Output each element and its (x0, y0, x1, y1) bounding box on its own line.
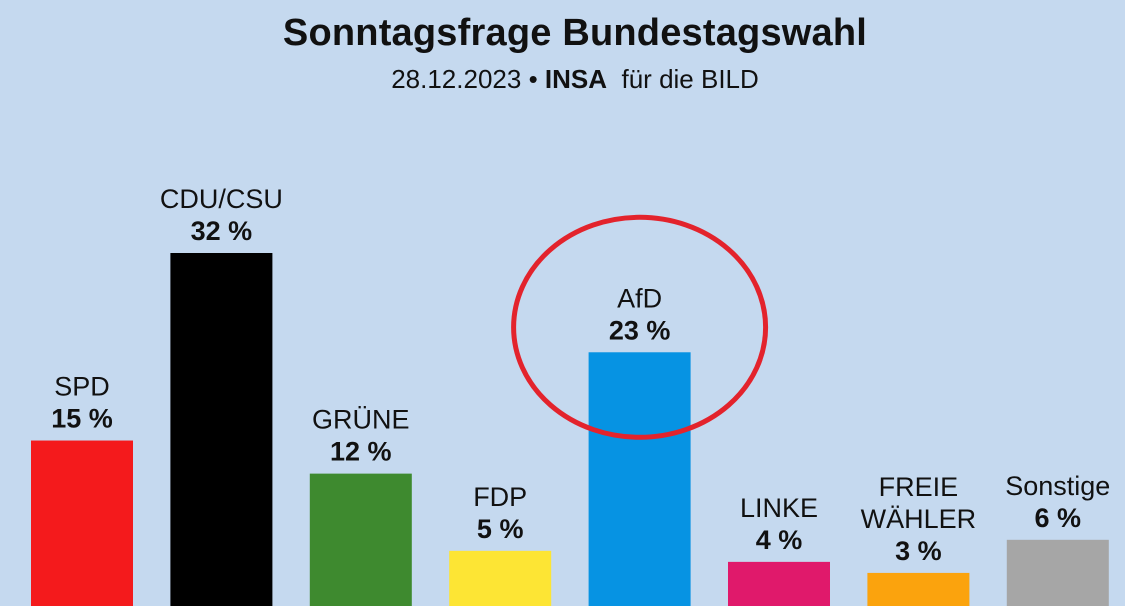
value-label-gr-ne: 12 % (330, 437, 392, 467)
subtitle-client: für die BILD (621, 64, 759, 94)
bar-linke (728, 561, 830, 606)
party-label-cdu-csu: CDU/CSU (160, 184, 283, 214)
party-label-sonstige: Sonstige (1005, 471, 1110, 501)
value-label-linke: 4 % (756, 525, 803, 555)
bar-spd (31, 440, 133, 606)
party-label-freie-w-hler-2: WÄHLER (861, 504, 977, 534)
chart-subtitle: 28.12.2023 • INSA für die BILD (0, 64, 1125, 95)
party-label-fdp: FDP (473, 482, 527, 512)
value-label-cdu-csu: 32 % (191, 216, 253, 246)
subtitle-institute: INSA (544, 64, 608, 94)
party-label-linke: LINKE (740, 493, 818, 523)
value-label-afd: 23 % (609, 315, 671, 345)
party-label-spd: SPD (54, 372, 110, 402)
bar-freie-w-hler (867, 572, 970, 606)
bar-sonstige (1006, 539, 1109, 606)
party-label-afd: AfD (617, 283, 662, 313)
bar-afd (588, 352, 691, 606)
value-label-sonstige: 6 % (1035, 503, 1082, 533)
party-label-gr-ne: GRÜNE (312, 405, 410, 435)
chart-title: Sonntagsfrage Bundestagswahl (282, 12, 868, 54)
value-label-spd: 15 % (51, 404, 113, 434)
value-label-fdp: 5 % (477, 514, 524, 544)
bar-cdu-csu (170, 253, 273, 606)
value-label-freie-w-hler: 3 % (895, 536, 942, 566)
subtitle-separator: • (528, 64, 538, 94)
highlight-circle (511, 214, 769, 440)
bar-fdp (449, 550, 552, 606)
bar-gr-ne (309, 473, 412, 606)
subtitle-date: 28.12.2023 (391, 64, 522, 94)
party-label-freie-w-hler-1: FREIE (879, 472, 959, 502)
